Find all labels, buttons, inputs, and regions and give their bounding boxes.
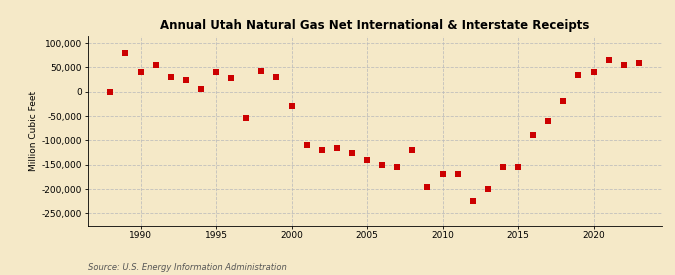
Point xyxy=(603,58,614,62)
Point xyxy=(452,172,463,177)
Point xyxy=(513,165,524,169)
Point xyxy=(618,63,629,67)
Point xyxy=(120,51,131,55)
Point xyxy=(483,187,493,191)
Point xyxy=(437,172,448,177)
Y-axis label: Million Cubic Feet: Million Cubic Feet xyxy=(28,90,38,171)
Title: Annual Utah Natural Gas Net International & Interstate Receipts: Annual Utah Natural Gas Net Internationa… xyxy=(160,19,589,32)
Point xyxy=(256,69,267,73)
Point xyxy=(196,87,207,92)
Point xyxy=(271,75,282,79)
Point xyxy=(135,70,146,75)
Point xyxy=(543,119,554,123)
Point xyxy=(588,70,599,75)
Point xyxy=(362,158,373,162)
Point xyxy=(573,73,584,77)
Point xyxy=(286,104,297,109)
Point xyxy=(528,133,539,138)
Point xyxy=(392,165,403,169)
Point xyxy=(633,61,644,66)
Point xyxy=(225,76,236,80)
Point xyxy=(346,150,357,155)
Point xyxy=(211,70,221,75)
Text: Source: U.S. Energy Information Administration: Source: U.S. Energy Information Administ… xyxy=(88,263,286,272)
Point xyxy=(497,165,508,169)
Point xyxy=(105,89,116,94)
Point xyxy=(301,143,312,147)
Point xyxy=(467,199,478,204)
Point xyxy=(558,99,569,104)
Point xyxy=(377,163,387,167)
Point xyxy=(241,116,252,121)
Point xyxy=(317,148,327,152)
Point xyxy=(331,145,342,150)
Point xyxy=(165,75,176,79)
Point xyxy=(180,77,191,82)
Point xyxy=(407,148,418,152)
Point xyxy=(151,63,161,67)
Point xyxy=(422,184,433,189)
